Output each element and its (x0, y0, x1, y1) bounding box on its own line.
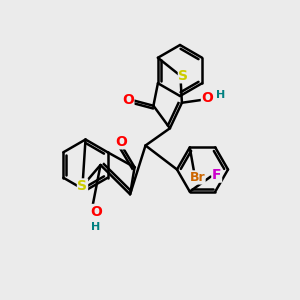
Text: Br: Br (189, 171, 205, 184)
Text: O: O (202, 91, 213, 105)
Text: H: H (216, 90, 226, 100)
Text: O: O (115, 135, 127, 149)
Text: S: S (77, 179, 88, 193)
Text: O: O (122, 93, 134, 107)
Text: F: F (212, 168, 221, 182)
Text: S: S (178, 69, 188, 83)
Text: H: H (92, 221, 100, 232)
Text: O: O (90, 205, 102, 218)
